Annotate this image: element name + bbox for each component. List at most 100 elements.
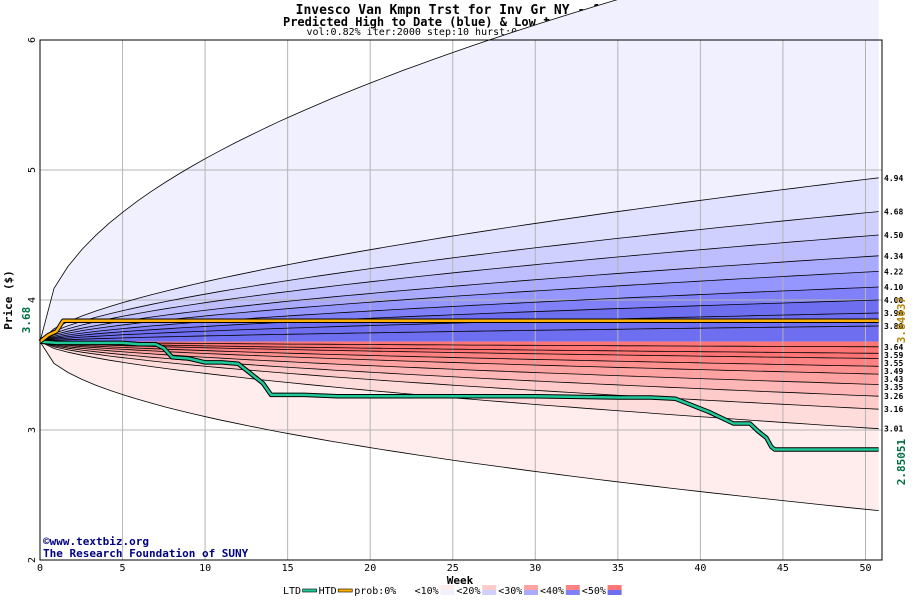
start-price-label: 3.68 xyxy=(20,307,33,334)
legend-high-swatch xyxy=(524,590,538,595)
x-axis-label: Week xyxy=(447,574,474,587)
legend-htd-swatch xyxy=(337,588,353,593)
htd-final-label: 3.84037 xyxy=(895,297,908,343)
high-band-3 xyxy=(40,235,879,342)
band-end-label: 3.64 xyxy=(884,343,903,352)
high-band-4 xyxy=(40,255,879,342)
legend-prob-label: <50% xyxy=(582,586,606,597)
band-end-label: 4.68 xyxy=(884,208,903,217)
legend-low-swatch xyxy=(440,585,455,590)
contour-line xyxy=(39,341,879,375)
legend-high-swatch xyxy=(440,590,455,595)
band-end-label: 4.00 xyxy=(884,296,903,305)
legend-low-swatch xyxy=(565,585,580,590)
x-axis-ticks: 0 5 10 15 20 25 30 35 40 45 50 xyxy=(37,563,872,574)
legend-low-swatch xyxy=(398,585,413,590)
low-band-0 xyxy=(40,341,879,347)
x-tick-label: 0 xyxy=(37,563,43,574)
band-end-label: 3.90 xyxy=(884,309,903,318)
plot-frame xyxy=(39,39,883,561)
legend-prob-label: <10% xyxy=(415,586,439,597)
contour-line xyxy=(39,286,879,342)
band-end-label: 3.80 xyxy=(884,322,903,331)
low-band-6 xyxy=(40,341,879,397)
band-end-label: 4.50 xyxy=(884,231,903,240)
y-axis-label: Price ($) xyxy=(2,270,15,330)
legend-high-swatch xyxy=(482,590,497,595)
x-tick-label: 30 xyxy=(529,563,541,574)
contour-line xyxy=(39,255,879,342)
contour-line xyxy=(39,271,879,342)
chart-parameters: vol:0.82% iter:2000 step:10 hurst:0.57 d… xyxy=(306,27,614,38)
band-end-label: 3.16 xyxy=(884,405,903,414)
low-band-9 xyxy=(40,341,879,511)
band-end-label: 3.35 xyxy=(884,383,903,392)
x-tick-label: 5 xyxy=(120,563,126,574)
band-end-label: 3.01 xyxy=(884,425,903,434)
legend-ltd-swatch xyxy=(302,588,317,593)
x-tick-label: 50 xyxy=(859,563,871,574)
legend-low-swatch xyxy=(607,585,622,590)
high-band-5 xyxy=(40,271,879,342)
legend-low-swatch xyxy=(524,585,538,590)
band-end-label: 4.22 xyxy=(884,267,903,276)
legend-prob-label: prob:0% xyxy=(354,586,396,597)
chart-title: Invesco Van Kmpn Trst for Inv Gr NY - 19… xyxy=(295,3,625,18)
y-tick-label: 6 xyxy=(27,37,38,43)
legend-high-swatch xyxy=(398,590,413,595)
contour-line xyxy=(39,0,618,342)
contour-line xyxy=(39,341,879,354)
contour-line xyxy=(39,341,879,367)
y-tick-label: 5 xyxy=(27,167,38,173)
band-end-label: 3.59 xyxy=(884,351,903,360)
organization-text: The Research Foundation of SUNY xyxy=(43,547,249,560)
contour-line xyxy=(39,325,879,342)
contour-line xyxy=(39,341,879,410)
contour-line xyxy=(39,341,879,511)
legend-htd-label: HTD xyxy=(319,586,337,597)
low-band-3 xyxy=(40,341,879,367)
low-band-8 xyxy=(40,341,879,429)
low-band-7 xyxy=(40,341,879,410)
x-tick-label: 40 xyxy=(694,563,706,574)
ltd-line xyxy=(39,340,879,451)
band-end-labels: 4.94 4.68 4.50 4.34 4.22 4.10 4.00 3.90 3.80 3.64… xyxy=(884,174,903,434)
contour-line xyxy=(39,341,879,348)
band-end-label: 4.94 xyxy=(884,174,903,183)
low-band-1 xyxy=(40,341,879,354)
legend-prob-label: <20% xyxy=(456,586,480,597)
low-band-2 xyxy=(40,341,879,359)
legend-prob-label: <40% xyxy=(540,586,564,597)
legend: LTD HTD prob:0% <10% <20% <30% <40% <50% xyxy=(283,585,622,597)
ltd-final-label: 2.85051 xyxy=(895,438,908,485)
contour-line xyxy=(39,211,879,342)
high-band-1 xyxy=(40,177,879,342)
y-tick-label: 4 xyxy=(27,297,38,303)
legend-high-swatch xyxy=(565,590,580,595)
htd-line xyxy=(39,319,879,343)
contour-line xyxy=(39,177,879,342)
x-tick-label: 20 xyxy=(364,563,376,574)
contour-line xyxy=(39,341,879,359)
high-band-2 xyxy=(40,211,879,342)
band-end-label: 3.49 xyxy=(884,367,903,376)
band-end-label: 3.55 xyxy=(884,359,903,368)
contour-line xyxy=(39,234,879,342)
x-tick-label: 10 xyxy=(199,563,211,574)
high-band-0 xyxy=(40,0,879,342)
legend-prob-label: <30% xyxy=(498,586,522,597)
high-band-9 xyxy=(40,326,879,342)
band-end-label: 3.43 xyxy=(884,375,903,384)
contour-line xyxy=(39,299,879,342)
band-end-label: 4.10 xyxy=(884,283,903,292)
band-end-label: 3.26 xyxy=(884,392,903,401)
legend-low-swatch xyxy=(482,585,497,590)
legend-high-swatch xyxy=(607,590,622,595)
legend-ltd-label: LTD xyxy=(283,586,301,597)
x-tick-label: 15 xyxy=(282,563,294,574)
y-tick-label: 3 xyxy=(27,427,38,433)
x-tick-label: 25 xyxy=(447,563,459,574)
band-end-label: 4.34 xyxy=(884,252,903,261)
copyright-text: ©www.textbiz.org xyxy=(43,535,149,548)
